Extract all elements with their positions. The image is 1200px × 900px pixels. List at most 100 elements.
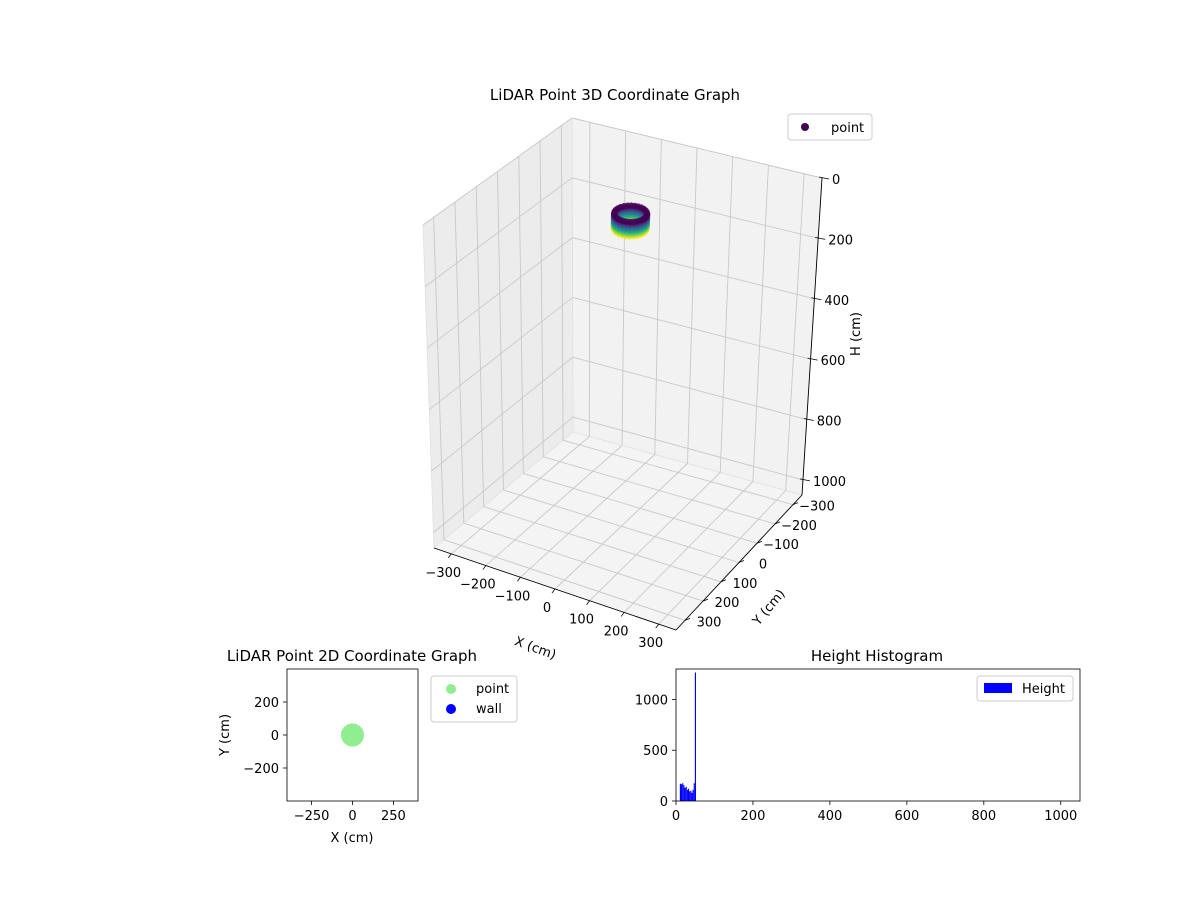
chart-3d-tick-z bbox=[818, 176, 830, 180]
chart-3d-tick-x bbox=[620, 612, 625, 617]
chart-3d-tick-z bbox=[803, 418, 814, 421]
chart-3d-tick-x bbox=[655, 623, 660, 629]
chart-3d-gridline-y-wall bbox=[433, 217, 445, 540]
chart-histogram-bar bbox=[679, 783, 682, 801]
chart-2d: LiDAR Point 2D Coordinate Graph −250 0 250… bbox=[218, 647, 518, 846]
chart-2d-tick-label-y: −200 bbox=[243, 762, 279, 777]
chart-2d-legend-label-wall: wall bbox=[476, 702, 502, 717]
chart-3d-point-cloud bbox=[610, 202, 651, 240]
chart-3d-gridlines bbox=[422, 117, 823, 625]
chart-3d-tick-x bbox=[517, 577, 521, 582]
chart-3d-gridline-z-back bbox=[571, 117, 823, 179]
chart-3d-gridline-z-left bbox=[424, 177, 573, 287]
chart-histogram-tick-label-x: 600 bbox=[894, 809, 919, 824]
chart-3d-legend-label: point bbox=[831, 121, 864, 136]
chart-3d-tick-label-y: −300 bbox=[799, 500, 835, 515]
chart-histogram-title: Height Histogram bbox=[811, 647, 943, 665]
chart-2d-title: LiDAR Point 2D Coordinate Graph bbox=[227, 647, 477, 665]
chart-3d-tick-y bbox=[684, 617, 691, 621]
chart-3d-gridline-y-floor bbox=[503, 489, 740, 563]
chart-histogram-bar bbox=[685, 786, 687, 801]
chart-3d-gridline-x-wall bbox=[785, 173, 805, 491]
chart-3d-tick-z bbox=[815, 236, 826, 240]
chart-3d-gridline-y-wall bbox=[518, 156, 524, 474]
chart-2d-tick-label-y: 200 bbox=[254, 696, 279, 711]
chart-histogram-bar bbox=[684, 787, 686, 801]
chart-histogram-bar bbox=[694, 672, 697, 801]
chart-3d-tick-label-z: 600 bbox=[821, 354, 846, 369]
chart-histogram-bar bbox=[692, 789, 694, 801]
chart-3d-axis-z bbox=[801, 177, 823, 496]
chart-histogram-tick-label-y: 500 bbox=[643, 744, 668, 759]
chart-2d-legend-label-point: point bbox=[476, 682, 509, 697]
chart-3d-gridline-x-wall bbox=[654, 139, 662, 455]
chart-3d-gridline-z-left bbox=[433, 416, 574, 533]
chart-histogram-bar bbox=[682, 783, 684, 801]
chart-3d-tick-label-y: −100 bbox=[763, 538, 799, 553]
chart-3d-gridline-x-wall bbox=[687, 147, 698, 464]
chart-2d-legend-marker-wall bbox=[446, 704, 456, 714]
chart-3d-gridline-x-wall bbox=[752, 165, 769, 482]
chart-histogram-bar bbox=[690, 790, 692, 801]
chart-histogram-ticks: 0 200 400 600 800 1000 0 500 1000 bbox=[635, 693, 1077, 824]
chart-2d-point-cluster bbox=[345, 728, 360, 742]
chart-2d-points bbox=[340, 723, 365, 747]
chart-2d-legend: point wall bbox=[430, 675, 518, 723]
chart-3d-gridline-z-back bbox=[572, 416, 804, 481]
chart-3d-gridline-z-back bbox=[572, 177, 819, 239]
chart-3d-gridline-z-left bbox=[429, 297, 573, 410]
chart-3d-tick-x bbox=[586, 600, 590, 605]
chart-2d-legend-marker-point bbox=[446, 684, 456, 694]
chart-3d-gridline-x-wall bbox=[621, 130, 627, 446]
chart-histogram-tick-label-y: 1000 bbox=[635, 693, 668, 708]
chart-3d-gridline-y-wall bbox=[497, 171, 504, 491]
chart-3d-tick-label-x: 300 bbox=[638, 636, 663, 651]
chart-3d-tick-label-y: −200 bbox=[781, 519, 817, 534]
chart-histogram-tick-label-x: 400 bbox=[817, 809, 842, 824]
chart-3d-tick-label-y: 300 bbox=[697, 615, 722, 630]
chart-3d-zlabel: H (cm) bbox=[849, 312, 864, 356]
chart-3d-legend-box bbox=[787, 113, 873, 141]
chart-3d-gridline-z-back bbox=[572, 237, 815, 300]
chart-3d-tick-label-x: −300 bbox=[425, 566, 461, 581]
chart-3d-legend: point bbox=[787, 113, 873, 141]
chart-3d-tick-label-y: 100 bbox=[733, 577, 758, 592]
chart-3d-gridline-z-back bbox=[572, 296, 811, 360]
chart-3d-gridline-z-left bbox=[431, 356, 574, 472]
chart-3d-gridline-y-floor bbox=[483, 506, 722, 583]
chart-histogram-tick-label-x: 200 bbox=[741, 809, 766, 824]
chart-3d-tick-label-z: 1000 bbox=[813, 475, 846, 490]
chart-histogram-bar bbox=[691, 792, 693, 801]
chart-3d-gridline-y-floor bbox=[523, 472, 758, 544]
chart-histogram-legend-label: Height bbox=[1022, 682, 1065, 697]
chart-3d-gridline-z-left bbox=[422, 117, 573, 226]
chart-2d-ylabel: Y (cm) bbox=[218, 714, 233, 757]
chart-3d-gridline-y-wall bbox=[475, 186, 485, 507]
chart-3d-tick-y bbox=[702, 598, 709, 602]
chart-histogram-tick-label-x: 1000 bbox=[1044, 809, 1077, 824]
chart-histogram-tick-label-y: 0 bbox=[660, 795, 668, 810]
chart-2d-tick-label-x: −250 bbox=[294, 809, 330, 824]
chart-3d-gridline-y-floor bbox=[443, 539, 686, 621]
chart-histogram-legend: Height bbox=[976, 675, 1074, 702]
chart-2d-tick-label-x: 250 bbox=[381, 809, 406, 824]
chart-histogram-legend-swatch bbox=[984, 683, 1012, 693]
chart-3d-tick-z bbox=[807, 357, 818, 361]
chart-histogram-bar bbox=[693, 783, 695, 801]
chart-3d-tick-labels: −300−200−1000100200300−300−200−100010020… bbox=[425, 173, 853, 651]
chart-3d-tick-label-x: 0 bbox=[543, 601, 551, 616]
chart-histogram-tick-label-x: 800 bbox=[971, 809, 996, 824]
chart-3d-gridline-y-wall bbox=[454, 202, 465, 524]
chart-3d-tick-label-z: 800 bbox=[817, 415, 842, 430]
chart-3d-tick-y bbox=[774, 521, 781, 525]
chart-histogram: Height Histogram 0 200 400 600 800 1000 0 500 10… bbox=[635, 647, 1081, 824]
chart-2d-tick-label-x: 0 bbox=[348, 809, 356, 824]
chart-3d-tick-label-x: −100 bbox=[495, 589, 531, 604]
chart-3d-gridline-y-wall bbox=[560, 125, 564, 441]
chart-3d-back-pane bbox=[571, 117, 823, 496]
chart-3d-tick-z bbox=[811, 297, 822, 301]
chart-3d-title: LiDAR Point 3D Coordinate Graph bbox=[490, 86, 740, 104]
chart-3d-gridline-y-floor bbox=[463, 522, 704, 602]
chart-3d-tick-label-z: 200 bbox=[828, 233, 853, 248]
